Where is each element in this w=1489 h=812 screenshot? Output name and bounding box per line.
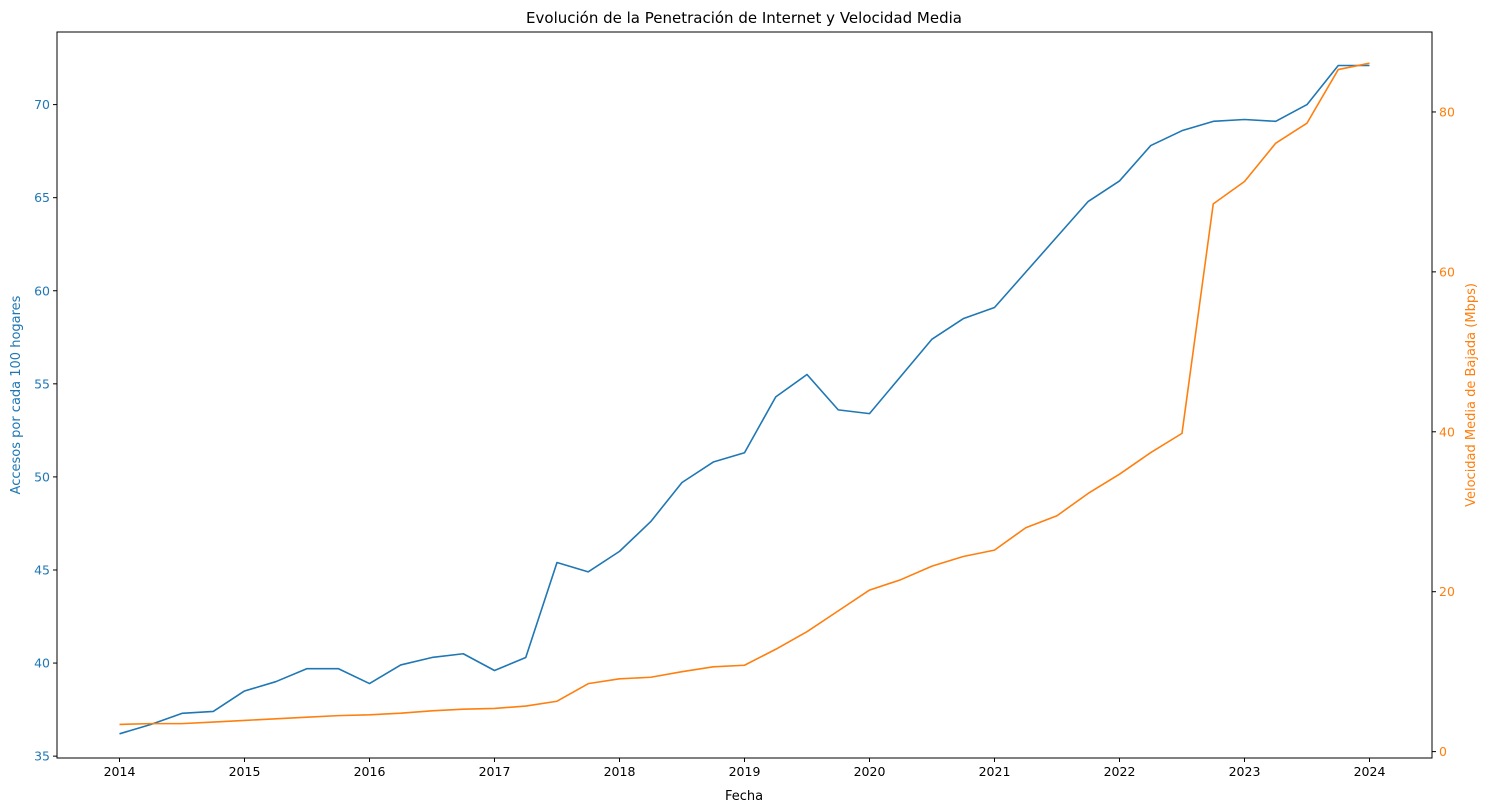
left-y-axis-ticks: 35 40 45 50 55 60 65 70 (34, 97, 57, 764)
x-axis-label: Fecha (725, 789, 763, 804)
left-y-tick-label: 50 (34, 469, 50, 484)
x-tick-label: 2014 (104, 764, 136, 779)
left-y-tick-label: 70 (34, 97, 50, 112)
left-y-tick-label: 40 (34, 656, 50, 671)
x-tick-label: 2020 (854, 764, 886, 779)
x-tick-label: 2024 (1354, 764, 1386, 779)
left-y-axis-label: Accesos por cada 100 hogares (9, 295, 24, 494)
left-y-tick-label: 45 (34, 562, 50, 577)
right-y-axis-label: Velocidad Media de Bajada (Mbps) (1464, 283, 1479, 507)
x-tick-label: 2022 (1104, 764, 1136, 779)
x-axis-ticks: 2014 2015 2016 2017 2018 2019 2020 2021 2022 2023… (104, 758, 1386, 779)
left-y-tick-label: 65 (34, 190, 50, 205)
left-y-tick-label: 55 (34, 376, 50, 391)
series-line-2 (119, 62, 1370, 726)
right-y-tick-label: 80 (1439, 104, 1455, 119)
left-y-tick-label: 60 (34, 283, 50, 298)
x-tick-label: 2017 (479, 764, 511, 779)
series-line-1 (119, 64, 1370, 735)
right-y-tick-label: 0 (1439, 744, 1447, 759)
right-y-tick-label: 20 (1439, 584, 1455, 599)
chart-title: Evolución de la Penetración de Internet … (526, 9, 962, 27)
plot-frame (56, 31, 1433, 759)
right-y-tick-label: 60 (1439, 264, 1455, 279)
left-y-tick-label: 35 (34, 749, 50, 764)
series-layer (119, 62, 1370, 735)
x-tick-label: 2018 (604, 764, 636, 779)
x-tick-label: 2021 (979, 764, 1011, 779)
x-tick-label: 2019 (729, 764, 761, 779)
x-tick-label: 2015 (229, 764, 261, 779)
x-tick-label: 2023 (1229, 764, 1261, 779)
right-y-axis-ticks: 0 20 40 60 80 (1432, 104, 1455, 759)
right-y-tick-label: 40 (1439, 424, 1455, 439)
x-tick-label: 2016 (354, 764, 386, 779)
